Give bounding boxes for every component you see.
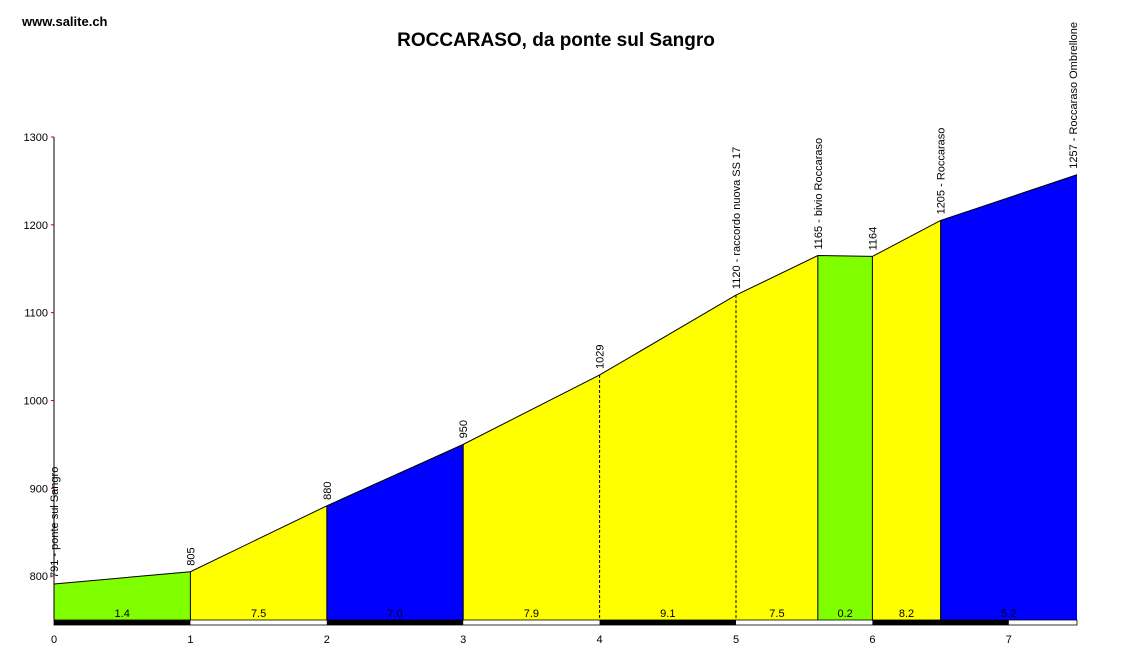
gradient-label-1: 1.4	[115, 608, 130, 620]
site-url: www.salite.ch	[22, 14, 108, 29]
point-label-3: 880	[322, 481, 334, 499]
km-band-0	[54, 620, 191, 625]
segment-area-6	[736, 255, 818, 620]
y-tick-label-1000: 1000	[24, 395, 48, 407]
km-band-4	[599, 620, 736, 625]
x-tick-label-6: 6	[869, 634, 875, 646]
point-label-8: 1164	[867, 227, 879, 251]
y-tick-label-900: 900	[30, 483, 48, 495]
x-tick-label-4: 4	[597, 634, 603, 646]
segment-area-2	[190, 505, 327, 620]
y-tick-label-800: 800	[30, 571, 48, 583]
segment-area-1	[54, 571, 191, 620]
gradient-label-6: 7.5	[769, 608, 784, 620]
segment-area-9	[940, 174, 1077, 620]
point-label-5: 1029	[595, 345, 607, 369]
gradient-label-3: 7.0	[387, 608, 402, 620]
y-tick-label-1300: 1300	[24, 132, 48, 144]
point-label-1: 791 - ponte sul Sangro	[49, 467, 61, 578]
gradient-label-9: 5.2	[1001, 608, 1016, 620]
y-tick-label-1200: 1200	[24, 220, 48, 232]
segment-area-4	[463, 374, 600, 620]
x-tick-label-3: 3	[460, 634, 466, 646]
segment-area-7	[817, 255, 873, 620]
gradient-label-5: 9.1	[660, 608, 675, 620]
x-tick-label-7: 7	[1006, 634, 1012, 646]
point-label-6: 1120 - raccordo nuova SS 17	[731, 147, 743, 289]
y-tick-label-1100: 1100	[24, 308, 48, 320]
point-label-10: 1257 - Roccaraso Ombrellone	[1068, 22, 1080, 169]
x-tick-label-5: 5	[733, 634, 739, 646]
chart-title: ROCCARASO, da ponte sul Sangro	[397, 30, 715, 51]
profile-line	[53, 174, 1078, 585]
km-band-2	[326, 620, 464, 625]
segment-area-5	[599, 295, 736, 620]
point-label-9: 1205 - Roccaraso	[936, 128, 948, 215]
gradient-label-8: 8.2	[899, 608, 914, 620]
gradient-label-2: 7.5	[251, 608, 266, 620]
point-label-4: 950	[458, 420, 470, 438]
km-band-6	[872, 620, 1009, 625]
point-label-2: 805	[185, 547, 197, 565]
point-label-7: 1165 - bivio Roccaraso	[813, 138, 825, 250]
x-tick-label-1: 1	[187, 634, 193, 646]
segment-area-3	[326, 444, 464, 620]
x-tick-label-2: 2	[324, 634, 330, 646]
segment-area-8	[872, 220, 941, 620]
gradient-label-7: 0.2	[837, 608, 852, 620]
x-tick-label-0: 0	[51, 634, 57, 646]
gradient-label-4: 7.9	[524, 608, 539, 620]
